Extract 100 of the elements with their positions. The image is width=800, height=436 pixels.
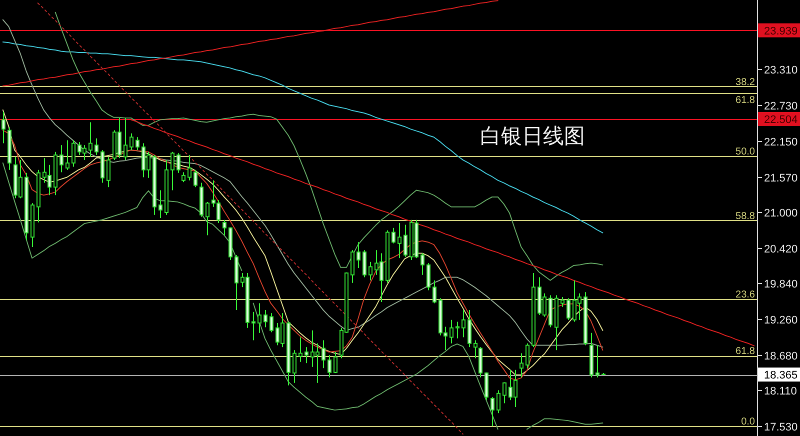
candlestick bbox=[222, 219, 226, 236]
line-series bbox=[130, 119, 755, 346]
candlestick bbox=[194, 169, 198, 188]
y-tick-label: 18.680 bbox=[764, 350, 798, 362]
candlestick bbox=[420, 252, 424, 276]
candlestick bbox=[590, 332, 594, 378]
line-series bbox=[2, 41, 604, 234]
ref-line-label: 18.365 bbox=[764, 370, 798, 382]
candlestick bbox=[100, 150, 104, 184]
candlestick bbox=[532, 272, 536, 348]
candlestick bbox=[206, 201, 210, 236]
annotation: 0.0 bbox=[741, 416, 756, 428]
candlestick bbox=[188, 154, 192, 181]
candlestick bbox=[152, 154, 156, 216]
candlestick bbox=[584, 292, 588, 346]
candlestick bbox=[404, 224, 408, 258]
line-series bbox=[2, 0, 498, 86]
candlestick bbox=[484, 372, 488, 401]
line-series bbox=[54, 12, 604, 281]
candlestick bbox=[200, 182, 204, 218]
candlestick bbox=[60, 144, 64, 173]
candlestick bbox=[30, 202, 34, 248]
ref-line-label: 23.939 bbox=[764, 25, 798, 38]
y-tick-label: 21.570 bbox=[764, 172, 798, 184]
candlestick bbox=[548, 294, 552, 328]
candlestick bbox=[456, 321, 460, 339]
candlestick bbox=[554, 294, 558, 351]
y-tick-label: 20.420 bbox=[764, 244, 798, 256]
candlestick bbox=[398, 222, 402, 259]
candlestick bbox=[164, 159, 168, 216]
candlestick bbox=[234, 254, 238, 311]
candlestick bbox=[392, 227, 396, 244]
candlestick bbox=[94, 138, 98, 156]
candlestick bbox=[270, 312, 274, 333]
annotation: 61.8 bbox=[736, 346, 756, 358]
y-tick-label: 21.000 bbox=[764, 208, 798, 220]
candlestick bbox=[520, 352, 524, 378]
candlestick bbox=[490, 396, 494, 427]
annotation: 61.8 bbox=[736, 94, 756, 106]
candlestick bbox=[356, 242, 360, 269]
candlestick bbox=[252, 311, 256, 341]
candlestick bbox=[450, 319, 454, 344]
candlestick bbox=[54, 151, 58, 196]
candlestick bbox=[8, 126, 12, 170]
text: 白银日线图 bbox=[480, 124, 585, 148]
line-series bbox=[37, 2, 464, 435]
y-tick-label: 19.840 bbox=[764, 278, 798, 290]
candlestick bbox=[502, 382, 506, 404]
candlestick bbox=[228, 226, 232, 260]
y-tick-label: 23.310 bbox=[764, 64, 798, 76]
candlestick bbox=[158, 190, 162, 218]
candlestick bbox=[258, 302, 262, 334]
candlestick bbox=[596, 344, 600, 378]
candlestick bbox=[298, 336, 302, 362]
line-series bbox=[2, 19, 604, 348]
candlestick bbox=[426, 262, 430, 291]
candlestick bbox=[106, 156, 110, 188]
candlestick bbox=[264, 310, 268, 328]
candlestick bbox=[474, 340, 478, 359]
ref-line-label: 22.504 bbox=[764, 114, 798, 126]
candlestick bbox=[334, 352, 338, 374]
y-tick-label: 17.530 bbox=[764, 422, 798, 434]
candlestick bbox=[362, 250, 366, 278]
candlestick bbox=[2, 111, 6, 144]
candlestick bbox=[304, 346, 308, 364]
candlestick bbox=[24, 172, 28, 241]
candlestick bbox=[286, 321, 290, 386]
candlestick bbox=[526, 342, 530, 369]
candlestick bbox=[176, 152, 180, 174]
y-tick-label: 22.730 bbox=[764, 100, 798, 112]
candlestick bbox=[292, 350, 296, 384]
annotation: 50.0 bbox=[736, 146, 756, 158]
candlestick bbox=[36, 169, 40, 223]
candlestick bbox=[478, 346, 482, 378]
candlestick bbox=[130, 132, 134, 151]
candlestick bbox=[566, 298, 570, 320]
candlestick bbox=[368, 261, 372, 281]
y-tick-label: 22.150 bbox=[764, 136, 798, 148]
y-tick-label: 19.260 bbox=[764, 314, 798, 326]
candlestick bbox=[88, 122, 92, 158]
candlestick bbox=[72, 140, 76, 168]
candlestick bbox=[124, 117, 128, 160]
candlestick bbox=[602, 372, 606, 376]
y-tick-label: 18.110 bbox=[764, 386, 797, 398]
annotation: 23.6 bbox=[736, 289, 756, 300]
candlestick bbox=[66, 140, 70, 170]
candlestick bbox=[182, 172, 186, 183]
candlestick bbox=[322, 340, 326, 369]
candlestick bbox=[170, 151, 174, 191]
annotation: 38.2 bbox=[736, 76, 756, 88]
candlestick bbox=[462, 310, 466, 338]
candlestick bbox=[328, 354, 332, 378]
candlestick bbox=[496, 390, 500, 414]
candlestick bbox=[386, 230, 390, 284]
annotation: 58.8 bbox=[736, 210, 756, 222]
candlestick bbox=[468, 310, 472, 348]
candlestick bbox=[432, 280, 436, 304]
candlestick bbox=[350, 250, 354, 284]
candlestick bbox=[560, 296, 564, 308]
candlestick bbox=[136, 136, 140, 151]
